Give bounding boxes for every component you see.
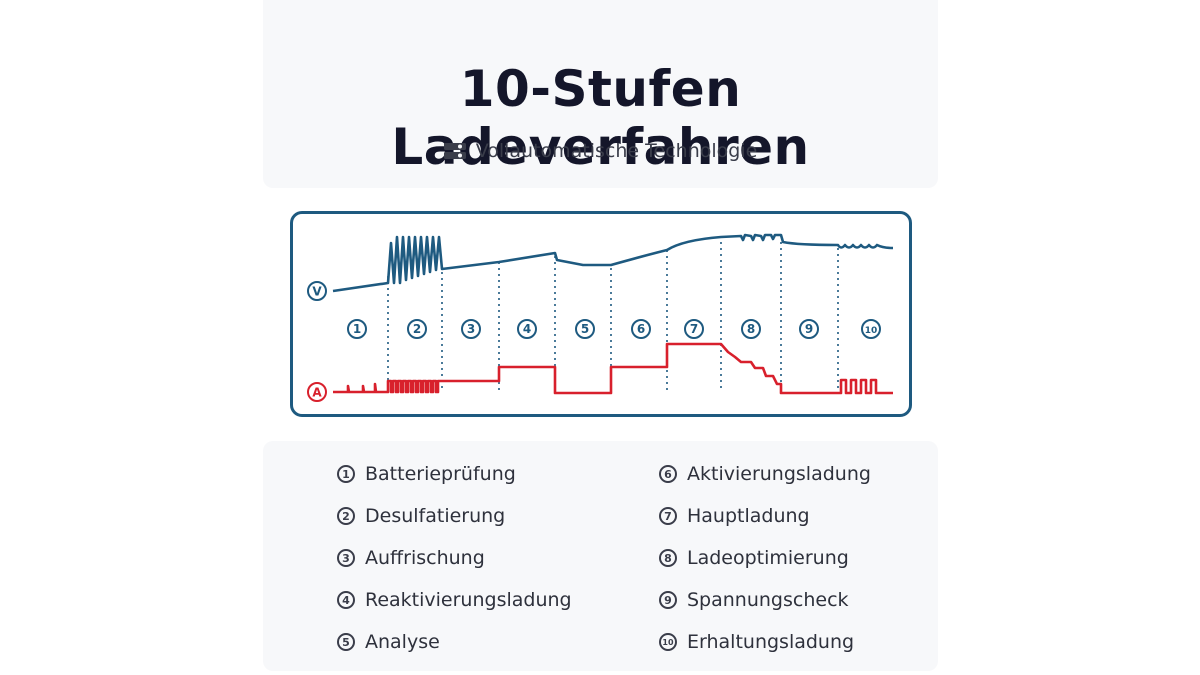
legend-label: Batterieprüfung bbox=[365, 463, 516, 485]
stage-number: 8 bbox=[747, 322, 755, 336]
legend-label: Hauptladung bbox=[687, 505, 810, 527]
stage-number: 5 bbox=[581, 322, 589, 336]
legend-item-7: 7 Hauptladung bbox=[659, 505, 810, 527]
legend-number: 5 bbox=[337, 633, 355, 651]
stage-marker-10: 10 bbox=[861, 319, 881, 339]
stage-number: 10 bbox=[865, 326, 878, 336]
legend-number: 7 bbox=[659, 507, 677, 525]
stage-number: 4 bbox=[523, 322, 531, 336]
legend-number: 1 bbox=[337, 465, 355, 483]
subtitle: Vollautomatische Technologie bbox=[263, 140, 938, 162]
legend-item-9: 9 Spannungscheck bbox=[659, 589, 849, 611]
legend-number: 6 bbox=[659, 465, 677, 483]
legend-label: Auffrischung bbox=[365, 547, 485, 569]
stage-number: 2 bbox=[413, 322, 421, 336]
stage-marker-7: 7 bbox=[684, 319, 704, 339]
legend-label: Desulfatierung bbox=[365, 505, 506, 527]
legend-card: 1 Batterieprüfung 2 Desulfatierung 3 Auffrisc… bbox=[263, 441, 938, 671]
legend-item-2: 2 Desulfatierung bbox=[337, 505, 505, 527]
toggle-switches-icon bbox=[443, 143, 466, 159]
stage-marker-8: 8 bbox=[741, 319, 761, 339]
legend-label: Ladeoptimierung bbox=[687, 547, 849, 569]
legend-item-4: 4 Reaktivierungsladung bbox=[337, 589, 572, 611]
subtitle-text: Vollautomatische Technologie bbox=[475, 140, 758, 162]
stage-number: 6 bbox=[637, 322, 645, 336]
voltage-curve bbox=[332, 233, 894, 293]
stage-number: 3 bbox=[467, 322, 475, 336]
legend-number: 9 bbox=[659, 591, 677, 609]
stage-marker-4: 4 bbox=[517, 319, 537, 339]
diagram-svg: V A 1 2 3 4 5 6 7 8 9 10 bbox=[307, 233, 894, 402]
stage-marker-5: 5 bbox=[575, 319, 595, 339]
legend-label: Spannungscheck bbox=[687, 589, 849, 611]
legend-number: 10 bbox=[659, 633, 677, 651]
current-axis-label: A bbox=[307, 382, 327, 402]
legend-label: Reaktivierungsladung bbox=[365, 589, 572, 611]
voltage-label: V bbox=[312, 285, 322, 299]
stage-marker-3: 3 bbox=[461, 319, 481, 339]
charging-diagram: V A 1 2 3 4 5 6 7 8 9 10 bbox=[290, 211, 912, 417]
stage-marker-6: 6 bbox=[631, 319, 651, 339]
stage-marker-9: 9 bbox=[799, 319, 819, 339]
header-card: 10-Stufen Ladeverfahren Vollautomatische… bbox=[263, 0, 938, 188]
stage-number: 9 bbox=[805, 322, 813, 336]
legend-item-3: 3 Auffrischung bbox=[337, 547, 485, 569]
legend-number: 8 bbox=[659, 549, 677, 567]
legend-label: Aktivierungsladung bbox=[687, 463, 871, 485]
legend-number: 2 bbox=[337, 507, 355, 525]
current-curve bbox=[333, 342, 893, 395]
legend-number: 4 bbox=[337, 591, 355, 609]
stage-number: 7 bbox=[690, 322, 698, 336]
stage-marker-1: 1 bbox=[347, 319, 367, 339]
legend-item-5: 5 Analyse bbox=[337, 631, 440, 653]
legend-label: Erhaltungsladung bbox=[687, 631, 855, 653]
legend-item-10: 10 Erhaltungsladung bbox=[659, 631, 854, 653]
legend-item-8: 8 Ladeoptimierung bbox=[659, 547, 849, 569]
current-label: A bbox=[312, 386, 322, 400]
stage-number: 1 bbox=[353, 322, 361, 336]
legend-item-1: 1 Batterieprüfung bbox=[337, 463, 516, 485]
stage-numbers: 1 2 3 4 5 6 7 8 9 10 bbox=[347, 319, 881, 339]
legend-label: Analyse bbox=[365, 631, 440, 653]
legend-item-6: 6 Aktivierungsladung bbox=[659, 463, 871, 485]
voltage-axis-label: V bbox=[307, 281, 327, 301]
legend-number: 3 bbox=[337, 549, 355, 567]
stage-marker-2: 2 bbox=[407, 319, 427, 339]
page-title: 10-Stufen Ladeverfahren bbox=[391, 60, 810, 176]
